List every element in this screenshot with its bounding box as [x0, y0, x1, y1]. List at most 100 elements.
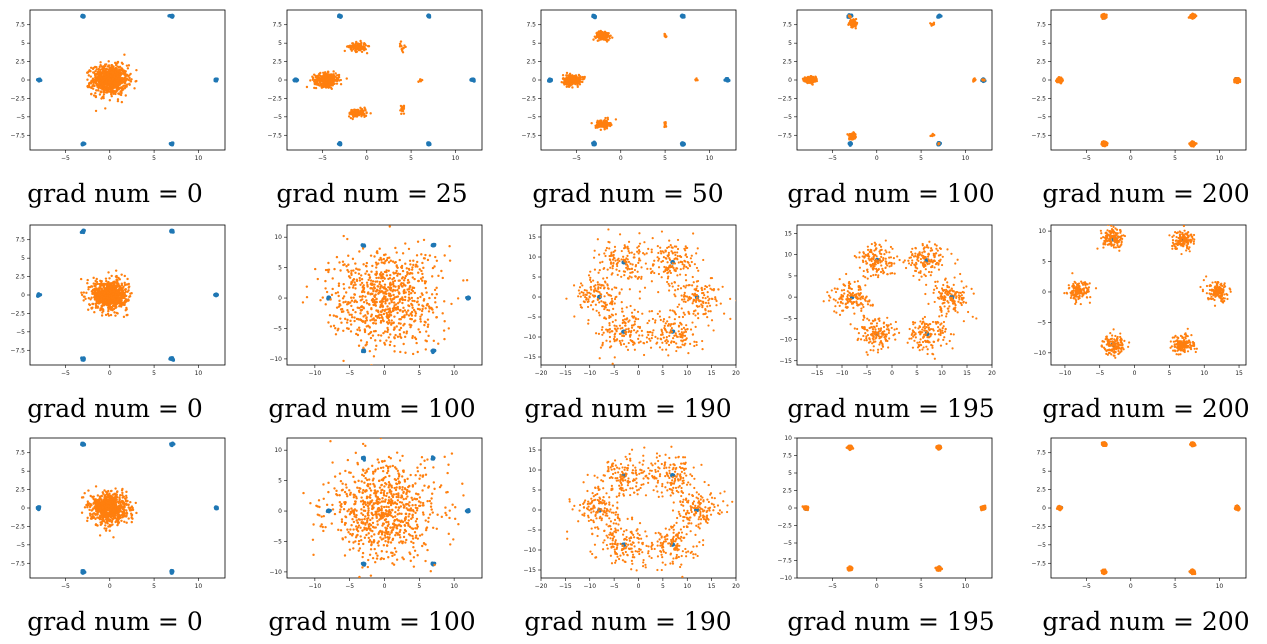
generated-point — [605, 39, 608, 42]
generated-point — [319, 82, 322, 85]
generated-point — [80, 293, 84, 297]
generated-point — [317, 77, 321, 80]
generated-point — [110, 64, 113, 67]
generated-point — [125, 64, 129, 67]
generated-point — [569, 82, 573, 86]
generated-point — [600, 119, 603, 123]
generated-point — [91, 80, 94, 83]
generated-point — [101, 70, 105, 74]
generated-point — [695, 78, 698, 81]
y-tick-label: 7.5 — [272, 22, 282, 29]
generated-point — [106, 84, 110, 87]
y-tick-label: 7.5 — [782, 22, 792, 29]
x-tick-label: 0 — [619, 155, 623, 162]
generated-point — [565, 71, 569, 75]
generated-point — [583, 77, 586, 80]
generated-point — [111, 77, 115, 80]
y-tick-label: 7.5 — [15, 237, 25, 244]
generated-point — [577, 80, 580, 84]
y-tick-label: −7.5 — [10, 132, 25, 139]
y-tick-label: 2.5 — [272, 59, 282, 66]
panel-caption: grad num = 25 — [276, 179, 468, 208]
generated-point — [115, 68, 118, 72]
generated-point — [100, 314, 104, 317]
generated-point — [127, 64, 131, 67]
generated-point — [352, 112, 355, 116]
generated-point — [95, 277, 98, 281]
generated-point — [107, 71, 110, 74]
generated-point — [338, 79, 341, 82]
generated-point — [102, 84, 106, 87]
plot-area — [292, 13, 476, 147]
generated-point — [366, 44, 370, 48]
generated-point — [566, 74, 570, 77]
target-point — [213, 78, 217, 82]
generated-point — [95, 89, 98, 92]
generated-point — [401, 47, 404, 50]
generated-point — [576, 85, 579, 89]
generated-point — [114, 82, 117, 85]
generated-point — [102, 95, 105, 98]
generated-point — [92, 71, 95, 74]
generated-point — [345, 77, 348, 80]
generated-point — [91, 302, 95, 306]
generated-point — [358, 113, 361, 116]
generated-point — [91, 67, 95, 71]
x-tick-label: −5 — [318, 155, 327, 162]
generated-point — [107, 81, 111, 84]
generated-point — [94, 109, 98, 113]
generated-point — [117, 276, 120, 280]
generated-point — [327, 81, 331, 85]
generated-point — [335, 82, 339, 85]
generated-point — [854, 27, 857, 30]
x-tick-label: 10 — [452, 155, 460, 162]
generated-point — [106, 77, 110, 80]
generated-point — [326, 84, 329, 87]
generated-point — [120, 305, 123, 308]
x-tick-label: −5 — [828, 155, 837, 162]
generated-point — [363, 107, 367, 111]
panel-caption: grad num = 200 — [1042, 179, 1250, 208]
generated-point — [102, 90, 106, 94]
x-tick-label: −5 — [1082, 155, 1091, 162]
generated-point — [339, 83, 343, 86]
panel-caption: grad num = 100 — [787, 179, 995, 208]
scatter-panel: −5 0 5 10 −7.5 −5 −2.5 0 2.5 5 7.5 — [267, 9, 483, 162]
y-tick-label: −7.5 — [1031, 132, 1046, 139]
generated-point — [568, 72, 572, 76]
generated-point — [120, 273, 123, 276]
generated-point — [128, 83, 131, 86]
generated-point — [361, 108, 364, 111]
generated-point — [323, 72, 326, 75]
generated-point — [123, 274, 126, 278]
generated-point — [565, 85, 568, 88]
generated-point — [109, 85, 113, 88]
generated-point — [599, 128, 603, 132]
generated-point — [332, 79, 336, 83]
generated-point — [609, 123, 613, 126]
generated-point — [94, 95, 98, 98]
generated-point — [316, 75, 319, 78]
generated-point — [107, 271, 110, 274]
generated-point — [130, 292, 133, 295]
plot-area — [36, 228, 219, 362]
x-tick-label: 5 — [919, 155, 923, 162]
generated-point — [1190, 14, 1194, 18]
x-tick-label: 5 — [1173, 155, 1177, 162]
generated-point — [116, 88, 119, 91]
generated-point — [1191, 141, 1195, 144]
generated-point — [565, 79, 569, 82]
generated-point — [103, 73, 107, 77]
generated-point — [592, 38, 595, 41]
generated-point — [595, 125, 598, 128]
y-tick-label: 0 — [1042, 77, 1046, 84]
generated-point — [324, 74, 327, 78]
x-tick-label: 0 — [108, 370, 112, 377]
generated-point — [331, 76, 335, 79]
generated-point — [309, 79, 312, 82]
generated-point — [126, 313, 129, 317]
generated-point — [110, 95, 113, 98]
generated-point — [596, 119, 599, 123]
y-tick-label: −2.5 — [521, 95, 536, 102]
generated-point — [109, 71, 113, 74]
